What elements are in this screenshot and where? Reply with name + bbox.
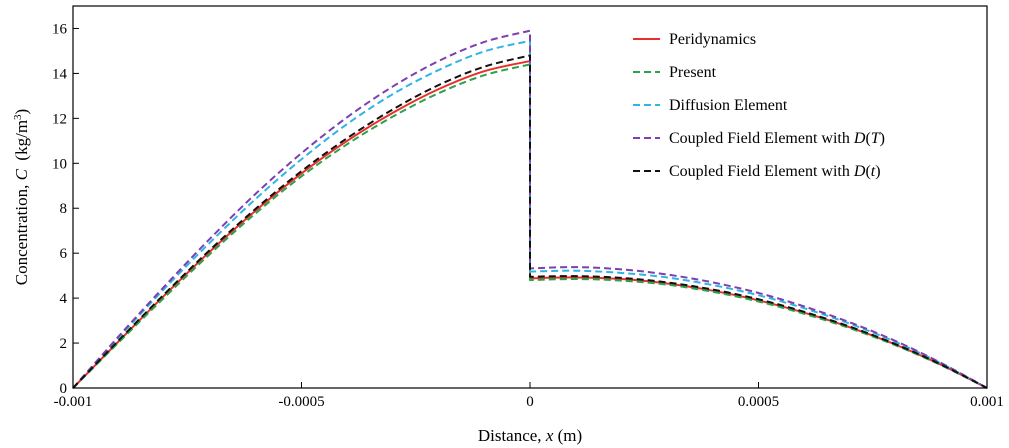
legend-entry: Peridynamics (669, 31, 756, 48)
y-tick-label: 4 (60, 291, 68, 307)
legend-entry: Coupled Field Element with D(t) (669, 163, 881, 180)
legend-entry: Coupled Field Element with D(T) (669, 130, 885, 147)
legend-entry: Diffusion Element (669, 97, 788, 114)
x-tick-label: 0.0005 (738, 394, 779, 410)
series-line-5 (72, 54, 988, 389)
y-tick-label: 14 (52, 66, 68, 82)
x-tick-label: 0.001 (970, 394, 1004, 410)
y-tick-label: 2 (60, 336, 68, 352)
legend-entry: Present (669, 64, 717, 81)
x-tick-label: -0.0005 (278, 394, 324, 410)
y-axis-label: Concentration, C (kg/m3) (12, 109, 31, 285)
y-tick-label: 0 (60, 381, 68, 397)
y-tick-label: 12 (52, 111, 67, 127)
legend: Peridynamics Present Diffusion Element Coup… (633, 31, 885, 180)
x-tick-label: 0 (526, 394, 534, 410)
y-tick-label: 8 (60, 201, 68, 217)
y-tick-label: 10 (52, 156, 67, 172)
y-tick-label: 16 (52, 21, 68, 37)
series-line-2 (72, 63, 988, 389)
x-tick-label: -0.001 (54, 394, 93, 410)
y-axis: 0 2 4 6 8 10 12 14 16 (52, 21, 79, 397)
series-layer (72, 29, 988, 389)
y-tick-label: 6 (60, 246, 68, 262)
series-line-4 (72, 29, 988, 389)
x-axis-label: Distance, x (m) (478, 426, 582, 445)
x-axis: -0.001 -0.0005 0 0.0005 0.001 (54, 382, 1004, 410)
